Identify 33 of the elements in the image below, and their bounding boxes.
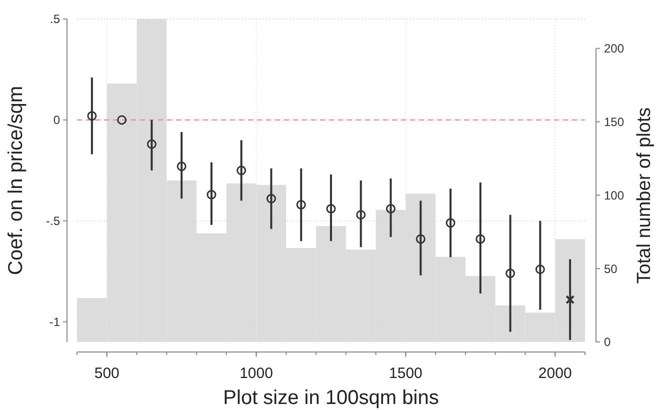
point xyxy=(146,139,156,149)
point xyxy=(236,166,246,176)
x-tick-label: 1000 xyxy=(240,365,273,382)
y-tick-label: 0 xyxy=(53,113,60,128)
x-axis-title: Plot size in 100sqm bins xyxy=(223,387,439,409)
point xyxy=(506,268,516,278)
y2-axis-title: Total number of plots xyxy=(634,107,655,284)
point xyxy=(386,204,396,214)
x-tick-label: 500 xyxy=(94,365,120,382)
point xyxy=(266,194,276,204)
point xyxy=(566,295,575,304)
y-tick-label: .5 xyxy=(50,12,60,26)
point xyxy=(446,218,456,228)
y2-tick-label: 50 xyxy=(604,262,618,276)
point xyxy=(535,264,545,274)
y-axis-title: Coef. on ln price/sqm xyxy=(5,86,27,275)
point xyxy=(117,115,127,125)
point xyxy=(326,204,336,214)
x-tick-label: 2000 xyxy=(538,365,572,382)
point xyxy=(296,200,306,210)
y-tick-label: -1 xyxy=(49,315,60,330)
x-tick-label: 1500 xyxy=(389,365,422,382)
point xyxy=(87,111,97,121)
point xyxy=(206,190,216,200)
y2-tick-label: 100 xyxy=(604,188,624,202)
point xyxy=(476,234,486,244)
y2-tick-label: 150 xyxy=(604,114,624,129)
point xyxy=(176,162,186,172)
y2-tick-label: 200 xyxy=(604,42,624,56)
point xyxy=(356,210,366,220)
point xyxy=(416,234,426,244)
y-tick-label: -.5 xyxy=(46,214,60,228)
y2-tick-label: 0 xyxy=(604,335,611,350)
